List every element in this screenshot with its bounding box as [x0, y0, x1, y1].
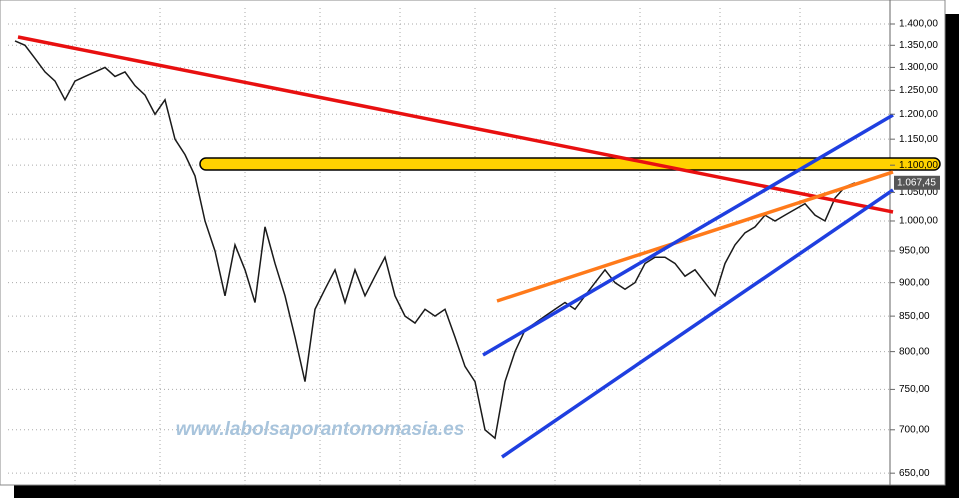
y-tick-label: 650,00 [899, 468, 930, 479]
y-tick-label: 1.200,00 [899, 109, 938, 120]
last-value-box [894, 175, 940, 190]
shadow [14, 484, 950, 498]
y-tick-label: 950,00 [899, 246, 930, 257]
y-tick-label: 800,00 [899, 346, 930, 357]
panel [0, 0, 946, 486]
last-value-label: 1.067,45 [897, 177, 936, 188]
y-tick-label: 1.250,00 [899, 85, 938, 96]
y-tick-label: 700,00 [899, 424, 930, 435]
y-tick-label: 900,00 [899, 277, 930, 288]
trendlines [17, 35, 941, 459]
y-tick-label: 1.050,00 [899, 187, 938, 198]
y-tick-label: 750,00 [899, 384, 930, 395]
y-tick-label: 1.150,00 [899, 134, 938, 145]
y-tick-label: 1.350,00 [899, 40, 938, 51]
y-tick-label: 1.000,00 [899, 216, 938, 227]
y-tick-label: 1.300,00 [899, 62, 938, 73]
watermark: www.labolsaporantonomasia.es [176, 419, 465, 440]
y-tick-label: 850,00 [899, 311, 930, 322]
y-tick-label: 1.400,00 [899, 19, 938, 30]
shadow [945, 14, 959, 498]
y-tick-label: 1.100,00 [899, 160, 938, 171]
price-line [14, 40, 856, 440]
